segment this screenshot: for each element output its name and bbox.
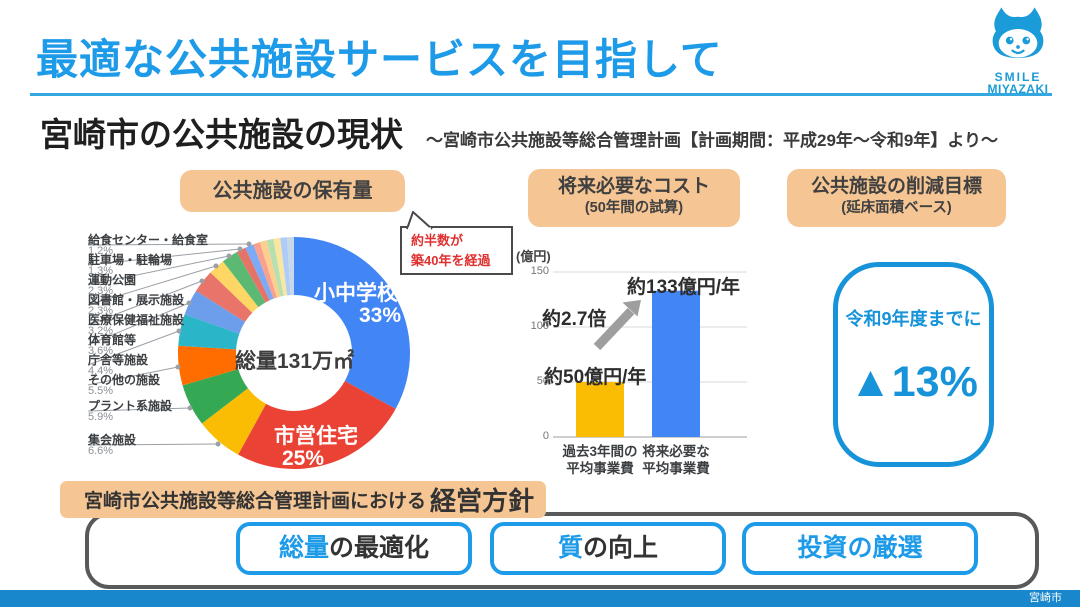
bar-chart-category-label: 将来必要な 平均事業費 [642, 444, 710, 476]
callout-pointer-icon [406, 211, 433, 230]
donut-label-pct: 1.2% [88, 245, 114, 257]
bar-chart-unit-label: (億円) [516, 249, 551, 264]
policy-button-highlight: 総量 [278, 534, 329, 562]
donut-label: 集会施設 [88, 433, 137, 447]
title-underline [30, 93, 1052, 96]
panel-header-cost-line2: (50年間の試算) [584, 200, 684, 216]
donut-connector-lines [87, 241, 252, 447]
callout-line2: 築40年を経過 [411, 252, 491, 268]
bar-chart-ytick: 150 [530, 265, 549, 277]
miyazaki-logo: SMILE MIYAZAKI [972, 4, 1064, 96]
panel-header-cost: 将来必要なコスト (50年間の試算) [528, 169, 740, 227]
target-value: ▲13% [849, 358, 978, 406]
donut-label: 庁舎等施設 [88, 353, 149, 367]
growth-annotation: 約2.7倍 [542, 309, 607, 330]
policy-button-highlight: 質 [557, 534, 583, 562]
donut-label: 駐車場・駐輪場 [88, 253, 173, 267]
policy-label-prefix: 宮崎市公共施設等総合管理計画における [84, 491, 427, 512]
logo-text-smile: SMILE [994, 70, 1042, 84]
donut-label-pct: 5.9% [88, 411, 114, 423]
donut-chart [177, 237, 410, 469]
bar-value-label-future: 約133億円/年 [627, 277, 740, 298]
donut-inside-pct-elementary: 33% [358, 304, 402, 327]
policy-button-highlight: 投資の厳選 [797, 534, 923, 562]
section-subheading: 〜宮崎市公共施設等総合管理計画【計画期間：平成29年〜令和9年】より〜 [426, 131, 999, 150]
donut-label-pct: 3.6% [88, 345, 114, 357]
panel-header-cost-line1: 将来必要なコスト [557, 176, 710, 197]
donut-label-pct: 1.3% [88, 265, 114, 277]
panel-header-reduction-line1: 公共施設の削減目標 [810, 176, 982, 197]
bar-chart-ytick: 50 [536, 375, 549, 387]
donut-label: 図書館・展示施設 [88, 293, 185, 307]
donut-center-total: 総量131万㎡ [234, 350, 355, 373]
age-callout: 約半数が 築40年を経過 [400, 226, 513, 275]
policy-label: 宮崎市公共施設等総合管理計画における 経営方針 [60, 481, 546, 518]
donut-label-pct: 2.3% [88, 285, 114, 297]
donut-label-pct: 5.5% [88, 385, 114, 397]
donut-label-pct: 3.2% [88, 325, 114, 337]
policy-button-investment-selection: 投資の厳選 [742, 522, 978, 575]
bar-chart-ytick: 0 [542, 430, 549, 442]
donut-label: 医療保健福祉施設 [88, 313, 185, 327]
donut-inside-label-housing: 市営住宅 [274, 425, 358, 448]
bar-chart-category-label: 過去3年間の 平均事業費 [562, 444, 638, 476]
donut-label: 給食センター・給食室 [88, 233, 209, 247]
bar-value-label-past: 約50億円/年 [544, 367, 647, 388]
page-title: 最適な公共施設サービスを目指して [36, 36, 723, 83]
donut-inside-label-elementary: 小中学校 [314, 282, 398, 305]
policy-label-emphasis: 経営方針 [430, 486, 535, 516]
mascot-icon [992, 7, 1044, 59]
logo-text-miyazaki: MIYAZAKI [987, 82, 1049, 96]
policy-button-total-optimization: 総量の最適化 [236, 522, 472, 575]
reduction-target-box [833, 262, 994, 467]
donut-label: プラント系施設 [88, 399, 173, 413]
donut-label-pct: 4.4% [88, 365, 114, 377]
bar-chart [553, 271, 747, 438]
panel-header-holdings: 公共施設の保有量 [180, 170, 405, 212]
growth-arrow-icon [593, 300, 641, 351]
donut-label: 運動公園 [88, 273, 137, 287]
callout-line1: 約半数が [411, 233, 464, 248]
donut-label: 体育館等 [88, 333, 137, 347]
donut-label-pct: 6.6% [88, 445, 114, 457]
policy-button-rest: の向上 [583, 534, 659, 562]
donut-label: その他の施設 [88, 373, 161, 387]
panel-header-reduction-line2: (延床面積ベース) [841, 200, 952, 216]
footer-city-label: 宮崎市 [1029, 592, 1062, 604]
donut-label-pct: 2.3% [88, 305, 114, 317]
target-deadline: 令和9年度までに [845, 309, 982, 329]
policy-button-rest: の最適化 [329, 534, 430, 562]
panel-header-reduction: 公共施設の削減目標 (延床面積ベース) [787, 169, 1006, 227]
donut-inside-pct-housing: 25% [281, 447, 325, 470]
section-heading: 宮崎市の公共施設の現状 [40, 116, 403, 153]
policy-button-quality-improvement: 質の向上 [490, 522, 726, 575]
bar-chart-ytick: 100 [530, 320, 549, 332]
footer-bar: 宮崎市 [0, 590, 1080, 607]
